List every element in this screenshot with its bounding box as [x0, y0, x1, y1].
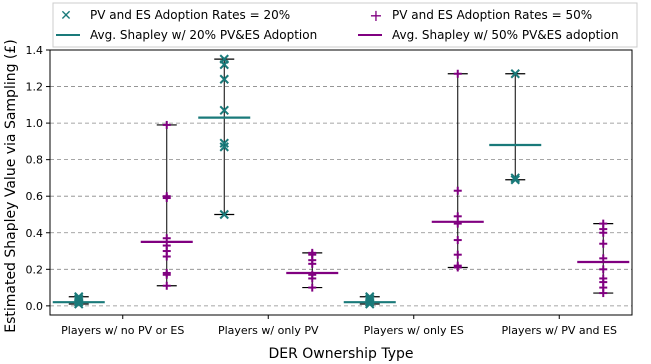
- marker-stroke: [219, 138, 229, 148]
- point-x-marker: [365, 293, 375, 304]
- axis-ticks: 0.0 0.2 0.4 0.6 0.8 1.0 1.2 1.4 Players w/ no PV…: [26, 44, 617, 337]
- point-x-marker: [219, 105, 229, 116]
- marker-stroke: [219, 54, 229, 64]
- point-x-marker: [365, 292, 375, 302]
- marker-stroke: [219, 74, 229, 84]
- gridlines: [50, 86, 632, 307]
- legend-label-20pct-avg: Avg. Shapley w/ 20% PV&ES Adoption: [90, 28, 317, 42]
- y-axis-label: Estimated Shapley Value via Sampling (£): [3, 39, 19, 333]
- legend: ✕ PV and ES Adoption Rates = 20% + PV an…: [52, 2, 638, 48]
- legend-marker-plus: +: [369, 6, 382, 25]
- legend-label-50pct-points: PV and ES Adoption Rates = 50%: [392, 8, 592, 22]
- y-tick-label: 1.4: [26, 44, 44, 57]
- point-plus-marker: [599, 219, 608, 228]
- legend-entry-20pct-points: ✕ PV and ES Adoption Rates = 20%: [60, 8, 290, 24]
- marker-stroke: [510, 69, 520, 79]
- y-tick-label: 0.0: [26, 300, 44, 313]
- point-plus-marker: [453, 69, 462, 78]
- point-plus-marker: [162, 120, 171, 129]
- point-x-marker: [365, 295, 375, 306]
- marker-stroke: [219, 105, 229, 116]
- x-tick-label: Players w/ only ES: [364, 324, 464, 337]
- point-x-marker: [219, 54, 229, 64]
- y-tick-label: 1.2: [26, 81, 44, 94]
- marker-stroke: [510, 173, 520, 183]
- point-plus-marker: [162, 234, 171, 243]
- point-plus-marker: [453, 212, 462, 221]
- point-x-marker: [219, 138, 229, 148]
- point-plus-marker: [453, 250, 462, 259]
- point-x-marker: [219, 74, 229, 84]
- point-x-marker: [510, 173, 520, 183]
- point-plus-marker: [308, 270, 317, 279]
- marker-stroke: [365, 295, 375, 306]
- y-tick-label: 1.0: [26, 117, 44, 130]
- legend-frame: [52, 2, 638, 48]
- legend-label-50pct-avg: Avg. Shapley w/ 50% PV&ES adoption: [392, 28, 619, 42]
- legend-label-20pct-points: PV and ES Adoption Rates = 20%: [90, 8, 290, 22]
- x-axis-label: DER Ownership Type: [268, 346, 413, 362]
- point-plus-marker: [453, 236, 462, 245]
- point-plus-marker: [453, 186, 462, 195]
- y-tick-label: 0.8: [26, 154, 44, 167]
- marker-stroke: [74, 293, 84, 304]
- legend-marker-x: ✕: [60, 8, 72, 24]
- x-tick-label: Players w/ PV and ES: [502, 324, 617, 337]
- point-x-marker: [74, 292, 84, 302]
- point-plus-marker: [599, 239, 608, 248]
- y-tick-label: 0.6: [26, 190, 44, 203]
- point-plus-marker: [308, 283, 317, 292]
- marker-stroke: [219, 142, 229, 152]
- marker-stroke: [74, 295, 84, 306]
- point-plus-marker: [162, 192, 171, 201]
- y-tick-label: 0.2: [26, 263, 44, 276]
- point-plus-marker: [162, 268, 171, 277]
- point-plus-marker: [599, 274, 608, 283]
- legend-entry-50pct-points: + PV and ES Adoption Rates = 50%: [369, 6, 592, 25]
- marker-stroke: [219, 209, 229, 220]
- marker-stroke: [365, 292, 375, 302]
- point-plus-marker: [599, 254, 608, 263]
- point-plus-marker: [453, 219, 462, 228]
- plot-frame: [49, 49, 633, 316]
- point-plus-marker: [162, 281, 171, 290]
- marker-stroke: [510, 175, 520, 185]
- marker-stroke: [365, 293, 375, 304]
- legend-entry-20pct-avg: Avg. Shapley w/ 20% PV&ES Adoption: [56, 28, 317, 42]
- point-x-marker: [74, 295, 84, 306]
- point-plus-marker: [162, 241, 171, 250]
- point-plus-marker: [308, 248, 317, 257]
- point-plus-marker: [453, 261, 462, 270]
- x-tick-label: Players w/ no PV or ES: [61, 324, 184, 337]
- marker-stroke: [74, 292, 84, 302]
- point-x-marker: [219, 209, 229, 220]
- legend-entry-50pct-avg: Avg. Shapley w/ 50% PV&ES adoption: [358, 28, 619, 42]
- point-x-marker: [74, 293, 84, 304]
- x-tick-label: Players w/ only PV: [218, 324, 319, 337]
- y-tick-label: 0.4: [26, 227, 44, 240]
- point-x-marker: [510, 69, 520, 79]
- point-x-marker: [219, 142, 229, 152]
- plot-area: [52, 54, 630, 309]
- point-plus-marker: [599, 265, 608, 274]
- point-x-marker: [510, 175, 520, 185]
